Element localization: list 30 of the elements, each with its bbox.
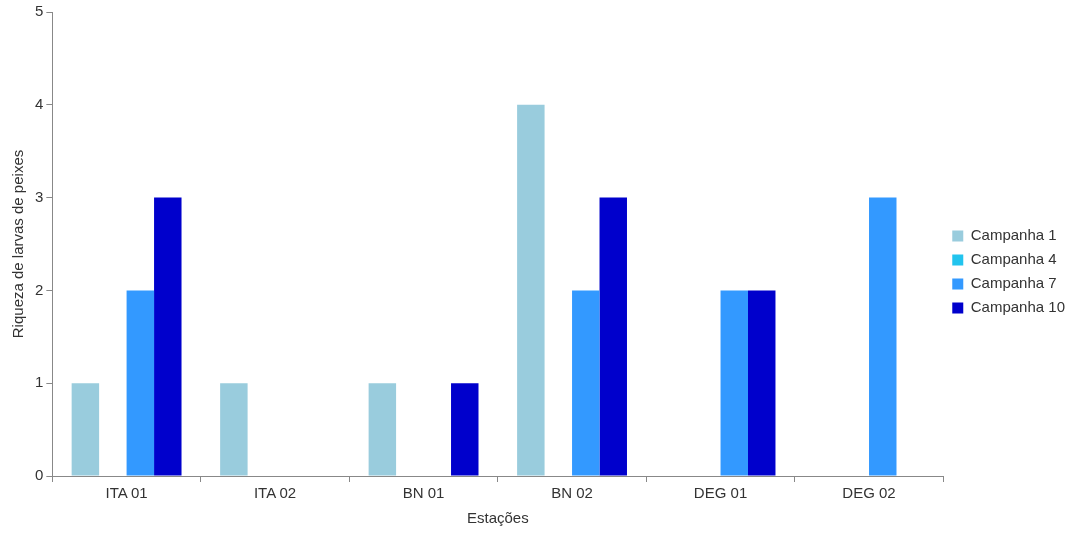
bar — [748, 290, 776, 476]
y-tick-label: 0 — [35, 466, 44, 484]
y-tick-label: 5 — [35, 2, 44, 20]
bar — [368, 383, 397, 476]
x-tick-label: ITA 01 — [105, 484, 148, 502]
bar — [572, 290, 600, 476]
bar — [220, 383, 248, 476]
bar — [599, 197, 627, 476]
x-axis-title: Estações — [466, 509, 529, 527]
bar — [154, 197, 182, 476]
x-tick-label: BN 01 — [402, 484, 445, 502]
bar — [451, 383, 479, 476]
x-tick-label: DEG 02 — [842, 484, 896, 502]
legend-label: Campanha 1 — [970, 226, 1057, 244]
x-tick-label: BN 02 — [551, 484, 593, 502]
x-tick-label: ITA 02 — [253, 484, 297, 502]
bar — [126, 290, 155, 476]
bar — [71, 383, 100, 476]
y-axis-title: Riqueza de larvas de peixes — [9, 149, 27, 339]
y-tick-label: 4 — [35, 94, 44, 112]
legend-label: Campanha 7 — [970, 274, 1057, 292]
x-tick-label: DEG 01 — [693, 484, 748, 502]
y-tick-label: 2 — [35, 280, 44, 298]
bar — [869, 197, 897, 476]
bar — [720, 290, 749, 476]
legend-label: Campanha 4 — [970, 250, 1057, 268]
y-tick-label: 3 — [35, 187, 44, 205]
legend-label: Campanha 10 — [970, 298, 1065, 316]
bar — [517, 104, 545, 476]
y-tick-label: 1 — [35, 373, 44, 391]
